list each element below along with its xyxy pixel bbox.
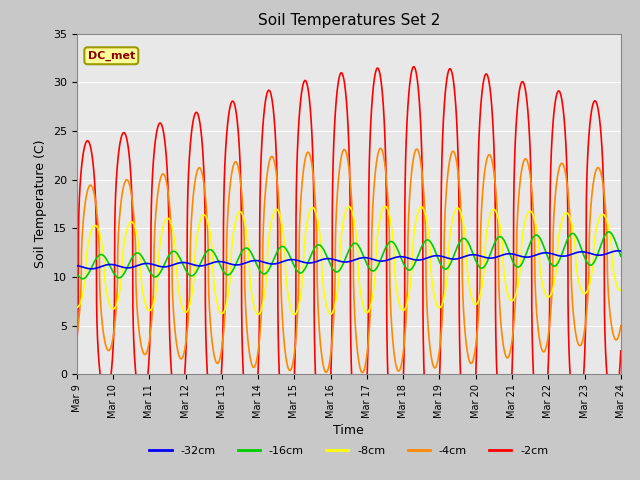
Title: Soil Temperatures Set 2: Soil Temperatures Set 2	[258, 13, 440, 28]
X-axis label: Time: Time	[333, 424, 364, 437]
Legend: -32cm, -16cm, -8cm, -4cm, -2cm: -32cm, -16cm, -8cm, -4cm, -2cm	[145, 441, 553, 460]
Text: DC_met: DC_met	[88, 51, 135, 61]
Y-axis label: Soil Temperature (C): Soil Temperature (C)	[35, 140, 47, 268]
